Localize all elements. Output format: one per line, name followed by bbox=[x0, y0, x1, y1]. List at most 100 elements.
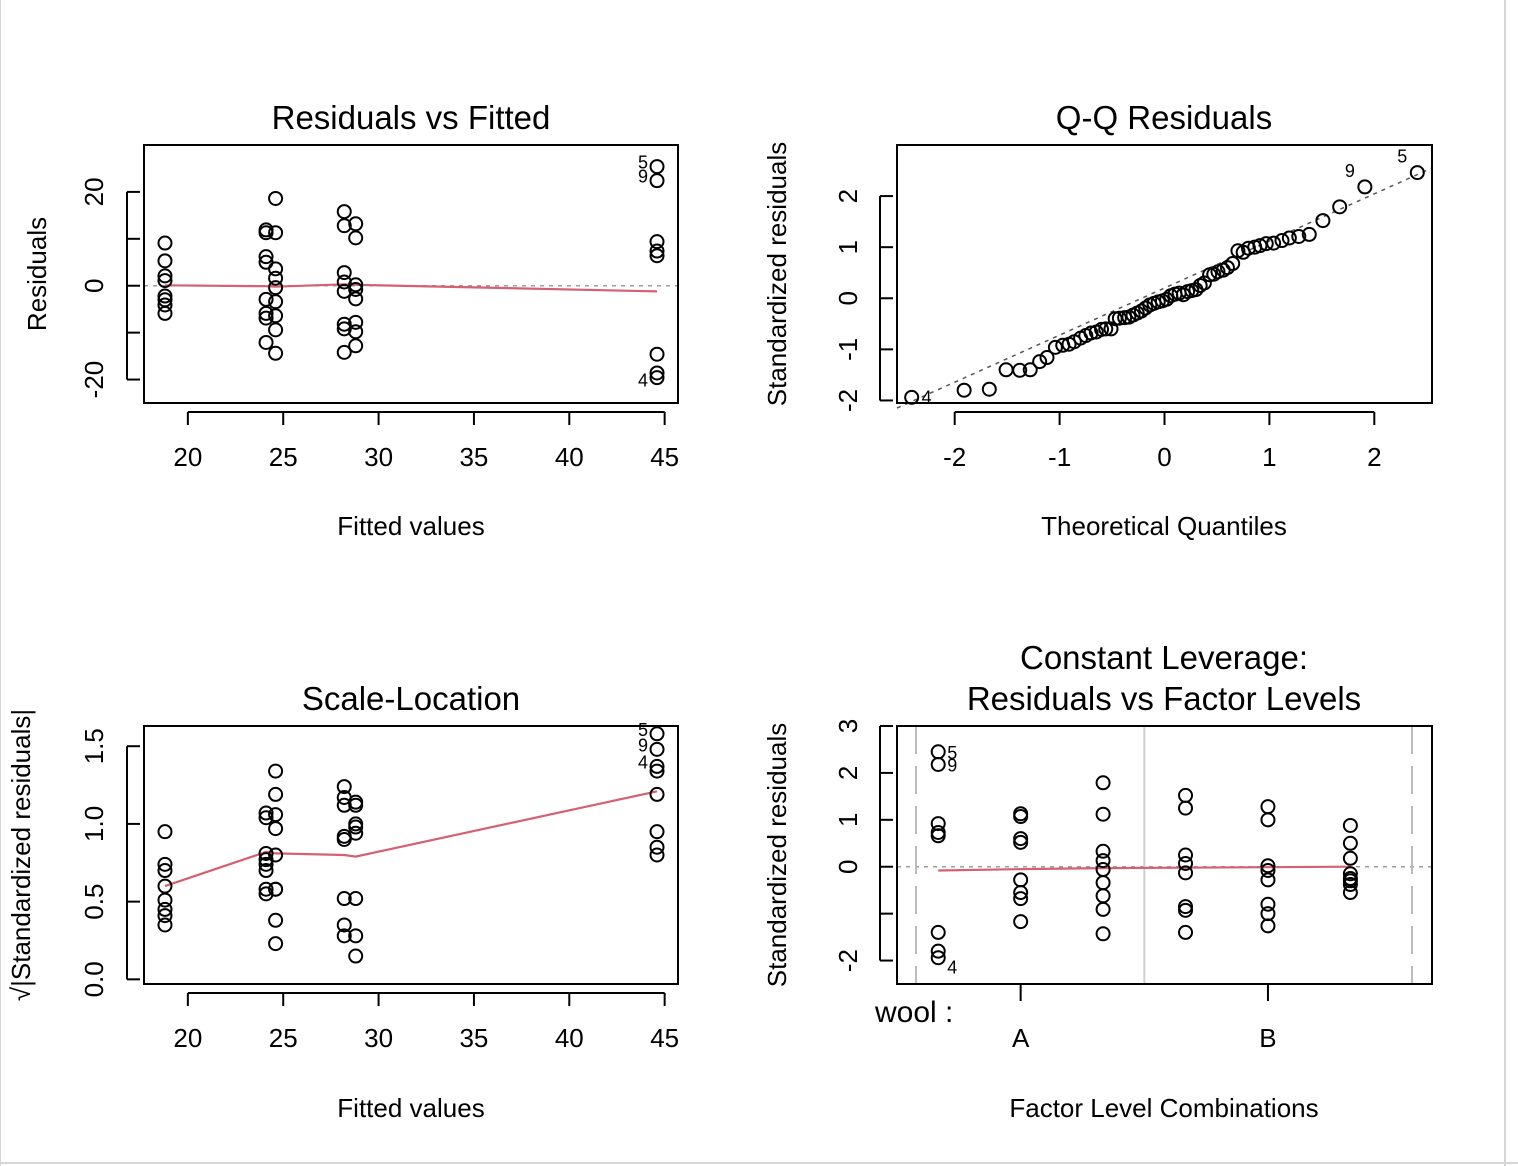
data-point bbox=[1098, 321, 1114, 337]
point-id-label: 9 bbox=[638, 735, 648, 755]
data-point bbox=[157, 878, 173, 894]
data-point bbox=[1342, 835, 1358, 851]
y-axis-label: Standardized residuals bbox=[762, 142, 792, 407]
data-point bbox=[268, 763, 284, 779]
x-tick-label: -1 bbox=[1048, 442, 1071, 472]
data-point bbox=[930, 828, 946, 844]
data-point bbox=[1342, 885, 1358, 901]
data-point bbox=[348, 797, 364, 813]
data-point bbox=[1260, 799, 1276, 815]
data-point bbox=[157, 235, 173, 251]
data-point bbox=[1301, 226, 1317, 242]
y-tick-label: 0 bbox=[833, 859, 863, 873]
data-point bbox=[981, 381, 997, 397]
data-point bbox=[268, 821, 284, 837]
point-id-label: 5 bbox=[638, 153, 648, 173]
data-point bbox=[649, 839, 665, 855]
data-point bbox=[268, 270, 284, 286]
y-tick-label: 3 bbox=[833, 719, 863, 733]
data-point bbox=[1159, 291, 1175, 307]
data-point bbox=[930, 744, 946, 760]
data-point bbox=[1178, 924, 1194, 940]
data-point bbox=[336, 917, 352, 933]
data-point bbox=[1013, 885, 1029, 901]
x-axis-label: Theoretical Quantiles bbox=[1041, 511, 1287, 541]
plot-area-border bbox=[143, 144, 679, 404]
data-point bbox=[268, 322, 284, 338]
data-point bbox=[649, 248, 665, 264]
data-point bbox=[336, 218, 352, 234]
data-point bbox=[157, 305, 173, 321]
data-point bbox=[1013, 834, 1029, 850]
data-point bbox=[930, 950, 946, 966]
data-point bbox=[1260, 858, 1276, 874]
data-point bbox=[1342, 850, 1358, 866]
data-point bbox=[348, 819, 364, 835]
x-tick-label: 40 bbox=[555, 1023, 584, 1053]
x-tick-label: 0 bbox=[1157, 442, 1171, 472]
data-point bbox=[956, 382, 972, 398]
data-point bbox=[1260, 812, 1276, 828]
smooth-line bbox=[938, 865, 1351, 872]
data-point bbox=[1274, 233, 1290, 249]
y-tick-label: 1.5 bbox=[79, 728, 109, 764]
data-point bbox=[348, 291, 364, 307]
data-point bbox=[649, 370, 665, 386]
data-point bbox=[268, 261, 284, 277]
data-point bbox=[1013, 891, 1029, 907]
data-point bbox=[1138, 300, 1154, 316]
data-point bbox=[268, 190, 284, 206]
y-tick-label: 0.5 bbox=[79, 884, 109, 920]
data-point bbox=[1083, 325, 1099, 341]
y-tick-label: -2 bbox=[833, 389, 863, 412]
data-point bbox=[348, 948, 364, 964]
data-point bbox=[258, 291, 274, 307]
data-point bbox=[268, 308, 284, 324]
point-id-label: 4 bbox=[947, 958, 957, 978]
data-point bbox=[1095, 888, 1111, 904]
data-point bbox=[336, 928, 352, 944]
data-point bbox=[348, 314, 364, 330]
data-point bbox=[258, 810, 274, 826]
data-point bbox=[258, 845, 274, 861]
data-point bbox=[1175, 287, 1191, 303]
data-point bbox=[157, 856, 173, 872]
data-point bbox=[1342, 877, 1358, 893]
y-tick-label: -1 bbox=[833, 338, 863, 361]
data-point bbox=[157, 824, 173, 840]
y-tick-label: 1.0 bbox=[79, 806, 109, 842]
factor-level-label: B bbox=[1259, 1023, 1276, 1053]
data-point bbox=[1022, 362, 1038, 378]
data-point bbox=[1095, 875, 1111, 891]
point-id-label: 5 bbox=[638, 720, 648, 740]
data-point bbox=[1260, 896, 1276, 912]
data-point bbox=[649, 786, 665, 802]
data-point bbox=[348, 216, 364, 232]
y-axis-label: Residuals bbox=[22, 217, 52, 331]
y-tick-label: 1 bbox=[833, 813, 863, 827]
x-tick-label: -2 bbox=[943, 442, 966, 472]
data-point bbox=[1013, 831, 1029, 847]
chart-title: Scale-Location bbox=[302, 680, 520, 717]
data-point bbox=[1039, 350, 1055, 366]
data-point bbox=[348, 281, 364, 297]
point-id-label: 4 bbox=[638, 371, 648, 391]
data-point bbox=[1095, 806, 1111, 822]
data-point bbox=[157, 863, 173, 879]
data-point bbox=[258, 881, 274, 897]
data-point bbox=[1178, 847, 1194, 863]
y-tick-label: 0 bbox=[79, 278, 109, 292]
data-point bbox=[258, 225, 274, 241]
panel-4: Constant Leverage: Residuals vs Factor Le… bbox=[762, 639, 1433, 1123]
data-point bbox=[649, 726, 665, 742]
factor-level-label: A bbox=[1012, 1023, 1030, 1053]
data-point bbox=[157, 901, 173, 917]
x-tick-label: 30 bbox=[364, 1023, 393, 1053]
data-point bbox=[1178, 800, 1194, 816]
data-point bbox=[157, 917, 173, 933]
data-point bbox=[258, 805, 274, 821]
data-point bbox=[1409, 165, 1425, 181]
data-point bbox=[1342, 866, 1358, 882]
factor-name-label: wool : bbox=[874, 996, 953, 1029]
